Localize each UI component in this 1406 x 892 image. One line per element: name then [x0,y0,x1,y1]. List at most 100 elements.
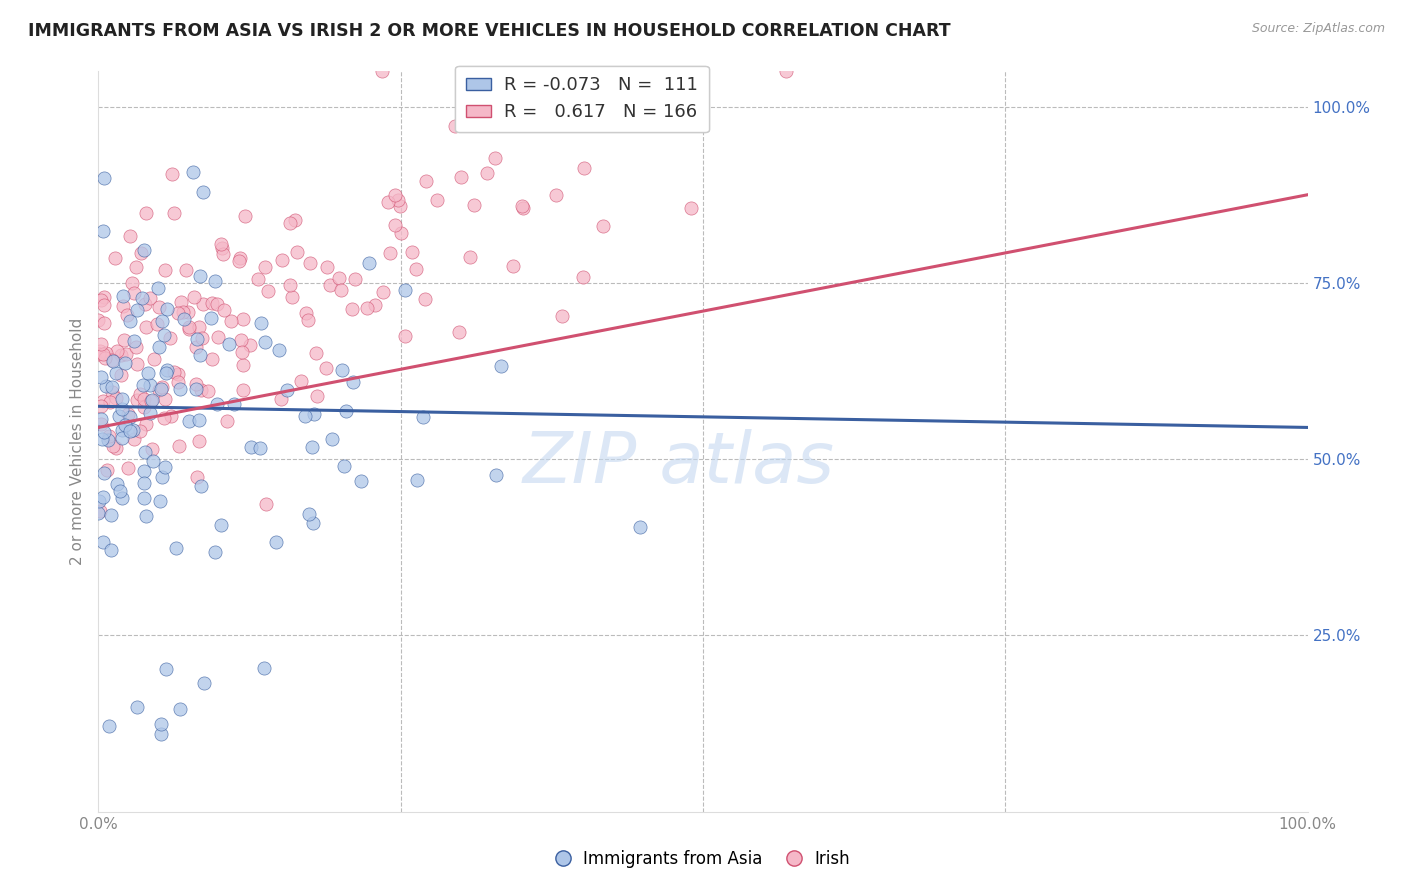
Point [101,439,124,453]
Point [141,393,163,408]
Point [90,337,112,351]
Point [264,535,287,549]
Point [107,409,129,424]
Point [295,306,318,320]
Point [156,302,179,317]
Point [463,198,485,212]
Point [281,290,304,304]
Point [90,412,112,426]
Point [484,151,506,165]
Point [148,280,170,294]
Point [148,383,170,397]
Point [125,393,148,408]
Point [105,344,128,359]
Legend: R = -0.073   N =  111, R =   0.617   N = 166: R = -0.073 N = 111, R = 0.617 N = 166 [456,66,709,132]
Point [510,199,533,213]
Point [332,363,354,377]
Point [190,383,212,397]
Point [179,414,201,428]
Point [370,64,392,78]
Point [90,369,112,384]
Point [679,201,702,215]
Point [193,676,215,690]
Point [253,661,276,675]
Point [298,507,321,521]
Point [270,392,292,406]
Point [278,278,301,293]
Point [658,101,681,115]
Point [231,345,253,359]
Point [356,301,378,315]
Point [200,311,222,326]
Point [333,459,356,474]
Point [91,347,114,361]
Point [298,256,321,270]
Point [143,352,166,367]
Point [492,114,515,128]
Point [114,356,136,370]
Point [89,343,111,358]
Point [315,361,337,376]
Point [287,244,309,259]
Point [335,403,357,417]
Point [110,483,132,498]
Point [301,440,323,454]
Point [111,423,134,437]
Point [124,260,146,274]
Point [153,327,176,342]
Point [121,277,143,291]
Point [294,409,316,423]
Point [197,384,219,398]
Point [90,399,112,413]
Point [357,256,380,270]
Point [181,165,204,179]
Point [91,394,114,409]
Point [148,300,170,314]
Point [193,185,215,199]
Text: IMMIGRANTS FROM ASIA VS IRISH 2 OR MORE VEHICLES IN HOUSEHOLD CORRELATION CHART: IMMIGRANTS FROM ASIA VS IRISH 2 OR MORE … [28,22,950,40]
Point [120,314,142,328]
Point [173,312,195,326]
Point [406,474,429,488]
Point [118,425,141,439]
Point [150,314,173,328]
Point [207,329,229,343]
Point [125,340,148,354]
Point [100,385,122,400]
Point [132,401,155,415]
Point [115,346,138,360]
Point [110,491,132,505]
Point [188,268,211,283]
Point [155,366,177,380]
Point [217,414,239,428]
Point [250,316,273,330]
Point [156,363,179,377]
Point [254,496,277,510]
Point [91,534,114,549]
Point [93,171,115,186]
Point [105,441,128,455]
Point [134,445,156,459]
Point [132,491,155,506]
Point [228,254,250,268]
Point [512,201,534,215]
Point [93,316,115,330]
Point [105,392,128,406]
Point [91,490,114,504]
Point [169,382,191,396]
Point [412,409,434,424]
Point [484,467,506,482]
Point [184,377,207,392]
Point [150,470,173,484]
Point [307,389,329,403]
Text: Source: ZipAtlas.com: Source: ZipAtlas.com [1251,22,1385,36]
Point [135,417,157,431]
Point [253,260,276,274]
Point [112,299,135,313]
Point [290,375,312,389]
Point [221,314,243,328]
Point [87,313,110,327]
Point [209,518,232,533]
Point [105,366,128,380]
Point [125,303,148,318]
